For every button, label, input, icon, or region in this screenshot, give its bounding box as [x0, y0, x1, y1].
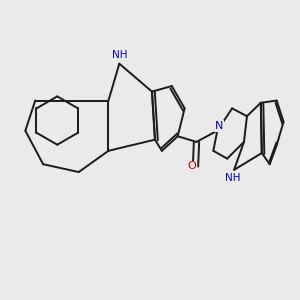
Text: NH: NH	[225, 173, 240, 183]
Text: NH: NH	[112, 50, 127, 61]
Text: O: O	[187, 161, 196, 171]
Text: N: N	[214, 121, 223, 131]
